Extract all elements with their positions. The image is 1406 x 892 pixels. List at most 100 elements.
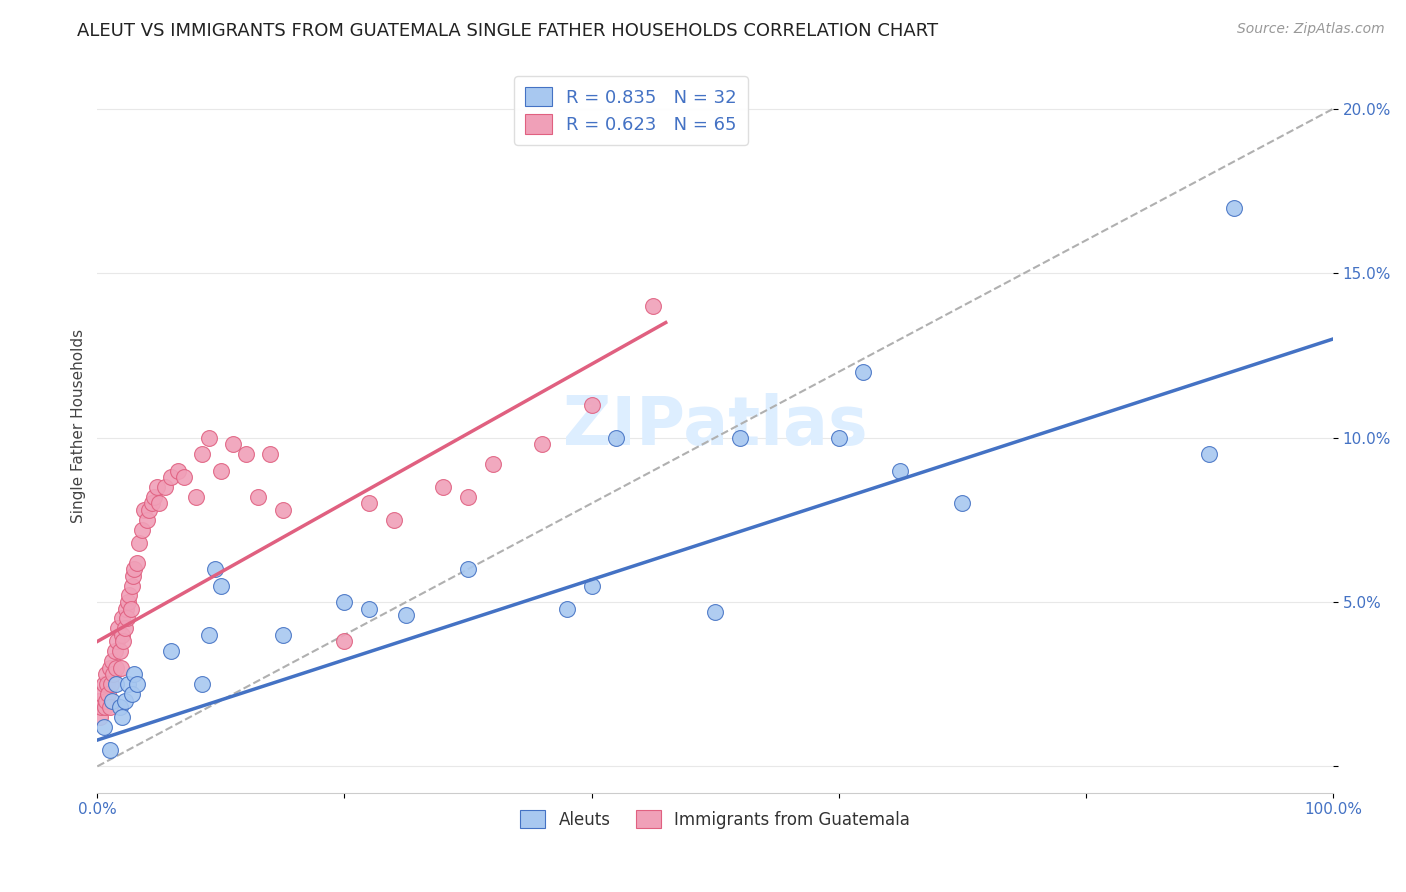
Point xyxy=(166,463,188,477)
Point xyxy=(108,644,131,658)
Point xyxy=(114,601,136,615)
Point xyxy=(105,634,128,648)
Point xyxy=(728,431,751,445)
Point xyxy=(117,677,139,691)
Point xyxy=(271,628,294,642)
Point xyxy=(581,398,603,412)
Point xyxy=(160,470,183,484)
Point xyxy=(395,608,418,623)
Point xyxy=(191,447,214,461)
Point xyxy=(115,611,138,625)
Point xyxy=(107,621,129,635)
Text: ALEUT VS IMMIGRANTS FROM GUATEMALA SINGLE FATHER HOUSEHOLDS CORRELATION CHART: ALEUT VS IMMIGRANTS FROM GUATEMALA SINGL… xyxy=(77,22,938,40)
Point xyxy=(110,661,132,675)
Point xyxy=(104,677,127,691)
Point xyxy=(155,480,177,494)
Point xyxy=(104,644,127,658)
Y-axis label: Single Father Households: Single Father Households xyxy=(72,329,86,524)
Point xyxy=(103,667,125,681)
Point xyxy=(98,661,121,675)
Point xyxy=(141,496,163,510)
Point xyxy=(889,463,911,477)
Point xyxy=(94,700,117,714)
Point xyxy=(382,513,405,527)
Point xyxy=(828,431,851,445)
Point xyxy=(111,628,134,642)
Point xyxy=(432,480,454,494)
Point xyxy=(90,700,112,714)
Point xyxy=(131,523,153,537)
Point xyxy=(138,503,160,517)
Point xyxy=(359,496,381,510)
Point xyxy=(481,457,503,471)
Point xyxy=(197,431,219,445)
Point xyxy=(173,470,195,484)
Text: ZIPatlas: ZIPatlas xyxy=(562,393,868,459)
Legend: Aleuts, Immigrants from Guatemala: Aleuts, Immigrants from Guatemala xyxy=(513,804,917,836)
Point xyxy=(555,601,578,615)
Point xyxy=(160,644,183,658)
Point xyxy=(246,490,269,504)
Point xyxy=(100,677,122,691)
Point xyxy=(111,611,134,625)
Point xyxy=(87,693,110,707)
Point xyxy=(259,447,281,461)
Point xyxy=(94,667,117,681)
Point xyxy=(1223,201,1246,215)
Point xyxy=(104,661,127,675)
Point xyxy=(135,513,157,527)
Point xyxy=(148,496,170,510)
Text: Source: ZipAtlas.com: Source: ZipAtlas.com xyxy=(1237,22,1385,37)
Point xyxy=(145,480,167,494)
Point xyxy=(333,634,356,648)
Point xyxy=(643,299,665,313)
Point xyxy=(209,578,232,592)
Point xyxy=(950,496,973,510)
Point xyxy=(197,628,219,642)
Point xyxy=(186,490,208,504)
Point xyxy=(101,654,124,668)
Point xyxy=(98,700,121,714)
Point xyxy=(531,437,554,451)
Point xyxy=(108,700,131,714)
Point xyxy=(98,743,121,757)
Point xyxy=(97,687,120,701)
Point xyxy=(605,431,627,445)
Point xyxy=(112,634,135,648)
Point xyxy=(457,562,479,576)
Point xyxy=(209,463,232,477)
Point xyxy=(91,687,114,701)
Point xyxy=(101,693,124,707)
Point xyxy=(117,595,139,609)
Point xyxy=(120,601,142,615)
Point xyxy=(121,578,143,592)
Point xyxy=(143,490,166,504)
Point xyxy=(704,605,727,619)
Point xyxy=(359,601,381,615)
Point xyxy=(235,447,257,461)
Point xyxy=(134,503,156,517)
Point xyxy=(118,589,141,603)
Point xyxy=(204,562,226,576)
Point xyxy=(114,693,136,707)
Point xyxy=(124,562,146,576)
Point xyxy=(1198,447,1220,461)
Point xyxy=(111,710,134,724)
Point xyxy=(128,536,150,550)
Point xyxy=(125,556,148,570)
Point xyxy=(125,677,148,691)
Point xyxy=(124,667,146,681)
Point xyxy=(89,710,111,724)
Point xyxy=(581,578,603,592)
Point xyxy=(96,677,118,691)
Point xyxy=(333,595,356,609)
Point xyxy=(121,687,143,701)
Point xyxy=(222,437,245,451)
Point xyxy=(93,720,115,734)
Point xyxy=(93,677,115,691)
Point xyxy=(852,365,875,379)
Point xyxy=(114,621,136,635)
Point xyxy=(94,693,117,707)
Point xyxy=(271,503,294,517)
Point xyxy=(191,677,214,691)
